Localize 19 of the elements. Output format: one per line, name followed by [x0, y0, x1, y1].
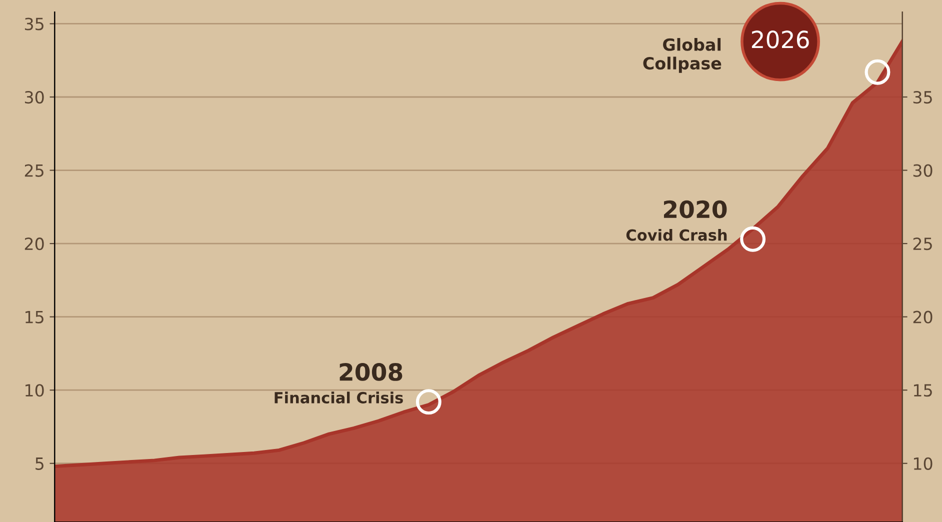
- y2-tick-label: 20: [913, 310, 932, 324]
- y-tick-label: 25: [24, 164, 44, 177]
- annotation: 2026: [752, 30, 809, 48]
- annotation: Financial Crisis: [274, 392, 403, 404]
- y2-tick-label: 30: [913, 164, 932, 177]
- y2-tick-label: 10: [914, 457, 932, 470]
- y2-tick-label: 35: [913, 90, 932, 104]
- y2-tick-label: 25: [913, 238, 932, 250]
- y-tick-label: 10: [26, 384, 44, 397]
- y-tick-label: 35: [24, 18, 44, 30]
- y-tick-label: 5: [36, 458, 44, 470]
- y-tick-label: 15: [26, 311, 44, 324]
- annotation: Covid Crash: [626, 228, 727, 241]
- annotation: 2008: [340, 363, 402, 381]
- annotation: Global Collpase: [643, 38, 722, 73]
- y-tick-label: 30: [24, 90, 44, 104]
- y2-tick-label: 15: [914, 384, 932, 397]
- annotation: 2020: [664, 200, 727, 218]
- y-tick-label: 20: [24, 238, 44, 250]
